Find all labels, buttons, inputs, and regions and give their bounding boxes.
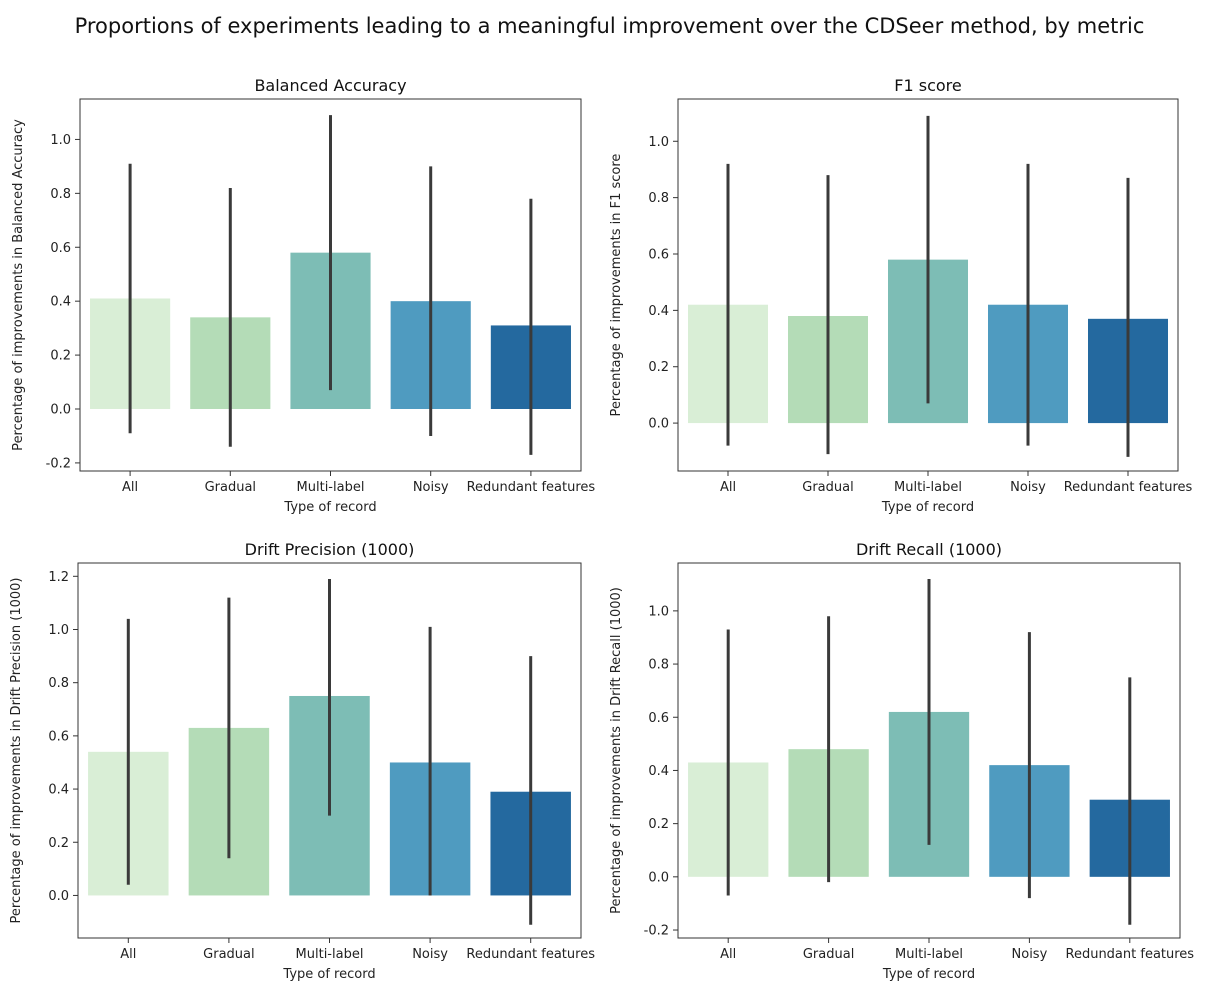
y-tick-label: 1.0 bbox=[648, 604, 669, 619]
x-tick-label: Noisy bbox=[412, 947, 448, 962]
x-tick-label: Noisy bbox=[1012, 947, 1048, 962]
y-tick-label: 0.0 bbox=[648, 417, 669, 432]
panel-balanced-accuracy: Balanced Accuracy -0.2 0.0 0.2 0.4 0.6 0.8 1.0 A… bbox=[11, 76, 595, 515]
x-tick-label: Multi-label bbox=[296, 947, 364, 962]
x-tick-label: All bbox=[120, 947, 136, 962]
x-tick-label: Multi-label bbox=[895, 947, 963, 962]
x-tick-label: Redundant features bbox=[1066, 947, 1195, 962]
y-tick-label: 0.8 bbox=[648, 658, 669, 673]
y-tick-label: 0.6 bbox=[50, 241, 71, 256]
y-tick-label: 0.8 bbox=[648, 191, 669, 206]
y-tick-label: 0.8 bbox=[50, 187, 71, 202]
y-tick-label: 1.0 bbox=[50, 133, 71, 148]
x-tick-label: Noisy bbox=[1010, 480, 1046, 495]
x-tick-label: Gradual bbox=[803, 947, 854, 962]
y-tick-label: 1.0 bbox=[648, 135, 669, 150]
y-tick-label: -0.2 bbox=[644, 924, 669, 939]
x-tick-label: All bbox=[122, 480, 138, 495]
x-tick-label: Noisy bbox=[413, 480, 449, 495]
figure-title: Proportions of experiments leading to a … bbox=[74, 14, 1145, 38]
y-tick-label: 0.6 bbox=[648, 711, 669, 726]
x-axis-label: Type of record bbox=[283, 500, 376, 515]
y-tick-label: 0.4 bbox=[48, 783, 69, 798]
y-tick-label: 0.4 bbox=[50, 295, 71, 310]
y-tick-label: 0.6 bbox=[48, 729, 69, 744]
panel-title: Drift Recall (1000) bbox=[856, 540, 1002, 559]
y-tick-label: 0.6 bbox=[648, 248, 669, 263]
y-tick-label: 0.8 bbox=[48, 676, 69, 691]
y-tick-label: 0.0 bbox=[50, 403, 71, 418]
y-tick-label: 0.2 bbox=[50, 349, 71, 364]
x-tick-label: Multi-label bbox=[894, 480, 962, 495]
x-tick-label: All bbox=[720, 947, 736, 962]
y-tick-label: 0.4 bbox=[648, 304, 669, 319]
x-axis-label: Type of record bbox=[282, 967, 375, 982]
x-tick-label: All bbox=[720, 480, 736, 495]
x-tick-label: Redundant features bbox=[467, 480, 596, 495]
y-tick-label: 0.0 bbox=[48, 889, 69, 904]
y-tick-label: 0.2 bbox=[48, 836, 69, 851]
y-axis-label: Percentage of improvements in F1 score bbox=[609, 154, 624, 417]
y-axis-label: Percentage of improvements in Drift Prec… bbox=[9, 578, 24, 924]
panel-title: F1 score bbox=[894, 76, 961, 95]
y-tick-label: 1.2 bbox=[48, 570, 69, 585]
y-tick-label: -0.2 bbox=[46, 456, 71, 471]
x-tick-label: Gradual bbox=[802, 480, 853, 495]
y-tick-label: 0.2 bbox=[648, 360, 669, 375]
y-axis-label: Percentage of improvements in Drift Reca… bbox=[609, 587, 624, 914]
y-tick-label: 0.2 bbox=[648, 817, 669, 832]
x-tick-label: Redundant features bbox=[1064, 480, 1193, 495]
x-tick-label: Multi-label bbox=[297, 480, 365, 495]
y-axis-label: Percentage of improvements in Balanced A… bbox=[11, 119, 26, 451]
panel-f1-score: F1 score 0.0 0.2 0.4 0.6 0.8 1.0 All Gradual Mult… bbox=[609, 76, 1193, 515]
x-tick-label: Redundant features bbox=[466, 947, 595, 962]
x-axis-label: Type of record bbox=[881, 500, 974, 515]
y-tick-label: 0.0 bbox=[648, 870, 669, 885]
panel-drift-precision: Drift Precision (1000) 0.0 0.2 0.4 0.6 0.8 1.0… bbox=[9, 540, 595, 982]
x-tick-label: Gradual bbox=[205, 480, 256, 495]
panel-drift-recall: Drift Recall (1000) -0.2 0.0 0.2 0.4 0.6 0.8 1.… bbox=[609, 540, 1194, 982]
y-tick-label: 1.0 bbox=[48, 623, 69, 638]
y-tick-label: 0.4 bbox=[648, 764, 669, 779]
x-tick-label: Gradual bbox=[203, 947, 254, 962]
panel-title: Balanced Accuracy bbox=[254, 76, 406, 95]
x-axis-label: Type of record bbox=[882, 967, 975, 982]
panel-title: Drift Precision (1000) bbox=[245, 540, 415, 559]
